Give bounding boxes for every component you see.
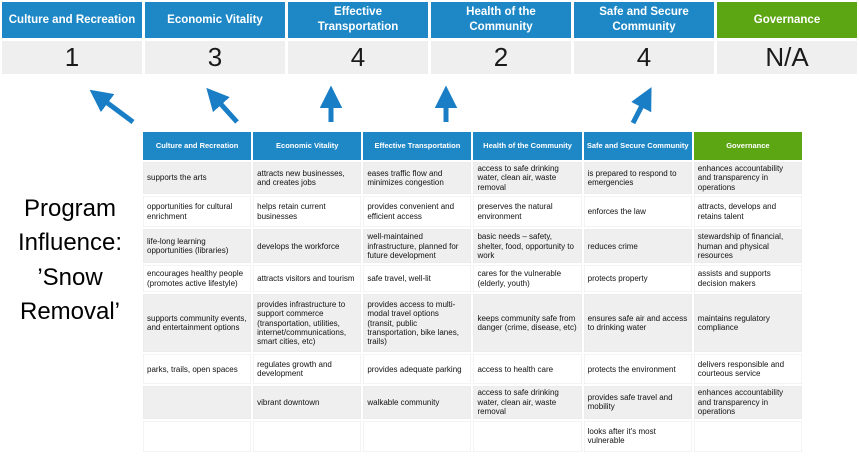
matrix-cell-r7c2: vibrant downtown [251,384,364,421]
matrix-row-8: looks after it's most vulnerable [140,418,805,454]
matrix-cell-r5c3: provides access to multi-modal travel op… [361,292,474,355]
matrix-cell-r5c6: maintains regulatory compliance [691,292,805,355]
matrix-cell-r7c4: access to safe drinking water, clean air… [471,384,584,421]
influence-arrow-1 [89,89,135,125]
matrix-cell-r4c6: assists and supports decision makers [691,263,805,295]
scorecard-banner: Culture and Recreation Economic Vitality E… [2,2,857,38]
matrix-row-3: life-long learning opportunities (librar… [140,227,805,266]
matrix-cell-r2c3: provides convenient and efficient access [361,194,474,230]
matrix-cell-r6c6: delivers responsible and courteous servi… [691,352,805,387]
score-value-4: 2 [431,41,571,74]
matrix-cell-r6c1: parks, trails, open spaces [140,352,254,387]
matrix-cell-r2c2: helps retain current businesses [251,194,364,230]
matrix-cell-r2c5: enforces the law [581,194,694,230]
matrix-header-5: Safe and Secure Community [581,130,694,162]
matrix-cell-r8c2 [251,418,364,454]
matrix-cell-r1c5: is prepared to respond to emergencies [581,159,694,197]
matrix-cell-r1c6: enhances accountability and transparency… [691,159,805,197]
matrix-cell-r7c3: walkable community [361,384,474,421]
banner-category-6: Governance [717,2,857,38]
matrix-header-row: Culture and Recreation Economic Vitality E… [140,130,805,162]
matrix-row-4: encourages healthy people (promotes acti… [140,263,805,295]
matrix-cell-r7c5: provides safe travel and mobility [581,384,694,421]
matrix-table: Culture and Recreation Economic Vitality E… [140,130,805,454]
matrix-cell-r8c3 [361,418,474,454]
banner-category-5: Safe and Secure Community [574,2,714,38]
score-value-6: N/A [717,41,857,74]
matrix-cell-r3c2: develops the workforce [251,227,364,266]
matrix-cell-r5c5: ensures safe air and access to drinking … [581,292,694,355]
matrix-cell-r2c6: attracts, develops and retains talent [691,194,805,230]
matrix-cell-r4c2: attracts visitors and tourism [251,263,364,295]
matrix-header-4: Health of the Community [471,130,584,162]
banner-category-3: Effective Transportation [288,2,428,38]
matrix-cell-r3c4: basic needs – safety, shelter, food, opp… [471,227,584,266]
matrix-cell-r6c3: provides adequate parking [361,352,474,387]
matrix-cell-r8c5: looks after it's most vulnerable [581,418,694,454]
influence-arrow-5 [630,87,652,125]
matrix-cell-r4c4: cares for the vulnerable (elderly, youth… [471,263,584,295]
influence-arrows [89,85,652,125]
matrix-row-5: supports community events, and entertain… [140,292,805,355]
matrix-row-6: parks, trails, open spaces regulates grow… [140,352,805,387]
score-value-3: 4 [288,41,428,74]
matrix-row-1: supports the arts attracts new businesses… [140,159,805,197]
matrix-cell-r2c1: opportunities for cultural enrichment [140,194,254,230]
matrix-cell-r6c5: protects the environment [581,352,694,387]
score-value-2: 3 [145,41,285,74]
matrix-cell-r1c4: access to safe drinking water, clean air… [471,159,584,197]
program-title: Program Influence: ’Snow Removal’ [17,195,123,325]
matrix-cell-r1c1: supports the arts [140,159,254,197]
matrix-cell-r5c2: provides infrastructure to support comme… [251,292,364,355]
score-value-5: 4 [574,41,714,74]
matrix-cell-r3c3: well-maintained infrastructure, planned … [361,227,474,266]
matrix-cell-r8c4 [471,418,584,454]
matrix-row-2: opportunities for cultural enrichment hel… [140,194,805,230]
matrix-cell-r3c5: reduces crime [581,227,694,266]
scorecard-scores: 1 3 4 2 4 N/A [2,41,857,74]
matrix-cell-r4c3: safe travel, well-lit [361,263,474,295]
matrix-cell-r8c1 [140,418,254,454]
matrix-body: supports the arts attracts new businesses… [140,159,805,454]
matrix-cell-r8c6 [691,418,805,454]
matrix-header-1: Culture and Recreation [140,130,254,162]
banner-category-2: Economic Vitality [145,2,285,38]
matrix: Culture and Recreation Economic Vitality E… [140,130,805,454]
matrix-cell-r6c4: access to health care [471,352,584,387]
matrix-cell-r5c4: keeps community safe from danger (crime,… [471,292,584,355]
matrix-cell-r7c6: enhances accountability and transparency… [691,384,805,421]
matrix-cell-r3c6: stewardship of financial, human and phys… [691,227,805,266]
matrix-cell-r5c1: supports community events, and entertain… [140,292,254,355]
matrix-cell-r7c1 [140,384,254,421]
matrix-cell-r6c2: regulates growth and development [251,352,364,387]
banner-category-4: Health of the Community [431,2,571,38]
matrix-cell-r4c1: encourages healthy people (promotes acti… [140,263,254,295]
matrix-header-6: Governance [691,130,805,162]
score-value-1: 1 [2,41,142,74]
matrix-header-3: Effective Transportation [361,130,474,162]
matrix-cell-r4c5: protects property [581,263,694,295]
matrix-cell-r2c4: preserves the natural environment [471,194,584,230]
matrix-cell-r1c2: attracts new businesses, and creates job… [251,159,364,197]
matrix-row-7: vibrant downtown walkable community access… [140,384,805,421]
matrix-header-2: Economic Vitality [251,130,364,162]
matrix-cell-r3c1: life-long learning opportunities (librar… [140,227,254,266]
matrix-cell-r1c3: eases traffic flow and minimizes congest… [361,159,474,197]
banner-category-1: Culture and Recreation [2,2,142,38]
influence-arrow-2 [206,87,239,124]
